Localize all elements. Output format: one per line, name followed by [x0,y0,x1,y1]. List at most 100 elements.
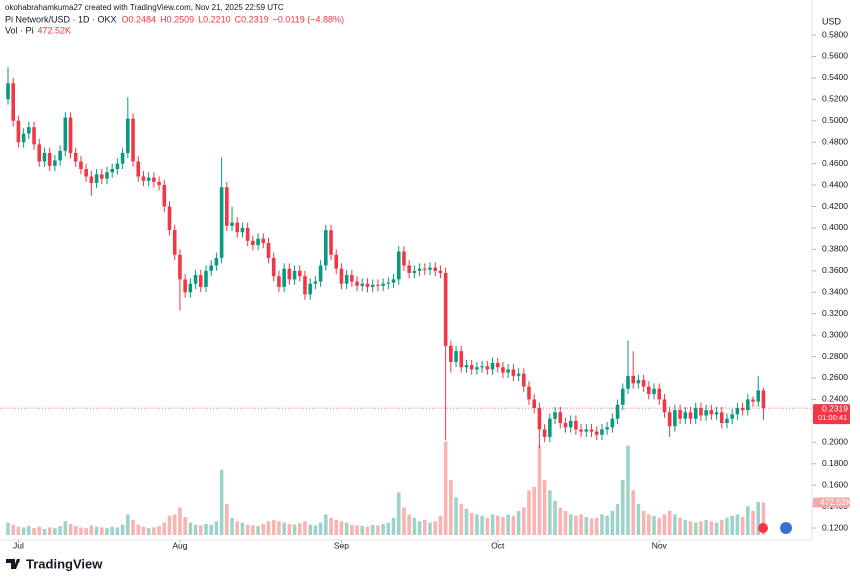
candle-body [407,265,411,273]
volume-bar [709,521,714,535]
candle-body [287,268,292,280]
candle-body [282,268,286,287]
volume-bar [53,528,57,535]
volume-bar [688,521,693,535]
volume-bar [667,510,672,535]
volume-bar [563,510,568,535]
candle-body [402,251,406,266]
volume-bar [506,514,510,535]
candle-body [652,388,656,395]
candle-body [761,390,766,409]
volume-bar [58,526,62,535]
volume-bar [521,507,526,535]
volume-bar [162,522,167,535]
candle-body [641,380,646,387]
volume-bar [324,514,328,535]
volume-bar [699,521,703,535]
candle-body [120,152,125,164]
candle-body [631,375,635,384]
volume-bar [188,522,193,535]
volume-bar [303,521,307,535]
candle-body [188,283,193,293]
candle-body [501,367,505,373]
volume-bar [542,480,547,535]
candle-body [318,265,323,282]
volume-bar [214,521,219,535]
volume-bar [693,522,698,535]
volume-bar [209,524,213,535]
volume-bar [464,508,469,535]
volume-bar [334,519,339,535]
candle-body [746,399,750,411]
y-tick-label: 0.4400 [822,179,848,189]
candle-body [115,163,120,170]
candle-body [219,187,224,258]
volume-bar [516,510,521,535]
volume-bar [282,522,286,535]
candle-body [751,399,755,402]
candle-body [594,431,599,435]
volume-bar [501,517,505,535]
volume-bar [704,519,708,535]
volume-bar [68,524,73,535]
volume-bar [386,522,391,535]
volume-bar [355,525,359,535]
candle-body [261,238,266,243]
volume-bar [511,515,516,535]
volume-bar [756,502,761,535]
candle-body [589,429,594,432]
volume-bar [610,510,615,535]
volume-bar [412,517,417,535]
price-tag-value: 0.2319 [822,403,848,413]
candle-body [485,366,490,370]
candle-body [84,169,88,177]
candle-body [516,373,521,376]
volume-bar [141,526,146,535]
volume-bar [370,524,375,535]
candle-body [647,386,651,395]
volume-bar [146,528,151,535]
volume-bar [21,527,26,535]
volume-bar [714,522,719,535]
volume-bar [235,521,240,535]
volume-bar [178,507,182,535]
candle-body [58,150,62,161]
volume-bar [204,524,208,535]
y-tick-label: 0.3000 [822,329,848,339]
candle-body [433,267,438,271]
volume-bar [183,517,187,535]
flag-icon[interactable] [780,522,792,534]
candle-body [37,144,42,162]
ohlc-value: H0.2509 [160,14,194,24]
candle-body [464,365,469,368]
volume-bar [527,490,531,535]
volume-bar [261,524,266,535]
volume-bar [47,527,52,535]
ohlc-value: C0.2319 [235,14,269,24]
candle-body [251,240,255,246]
candle-body [563,423,568,428]
candle-body [136,161,141,177]
volume-bar [730,515,734,535]
volume-bar [157,526,161,535]
volume-bar [746,506,750,535]
candle-body [157,181,161,186]
candle-body [678,410,682,419]
y-tick-label: 0.4200 [822,201,848,211]
candle-body [79,161,83,170]
volume-bar [558,507,563,535]
event-icon[interactable] [758,523,768,533]
volume-bar [620,480,625,535]
candle-body [475,367,479,370]
y-tick-label: 0.1600 [822,479,848,489]
volume-bar [600,514,604,535]
volume-bar [485,517,490,535]
volume-bar [568,514,573,535]
candle-body [271,257,276,277]
ohlc-value: −0.0119 (−4.88%) [273,14,344,24]
volume-bar [396,492,401,535]
candle-body [183,279,187,293]
y-tick-label: 0.4800 [822,136,848,146]
volume-bar [79,527,83,535]
volume-bar [761,502,766,535]
